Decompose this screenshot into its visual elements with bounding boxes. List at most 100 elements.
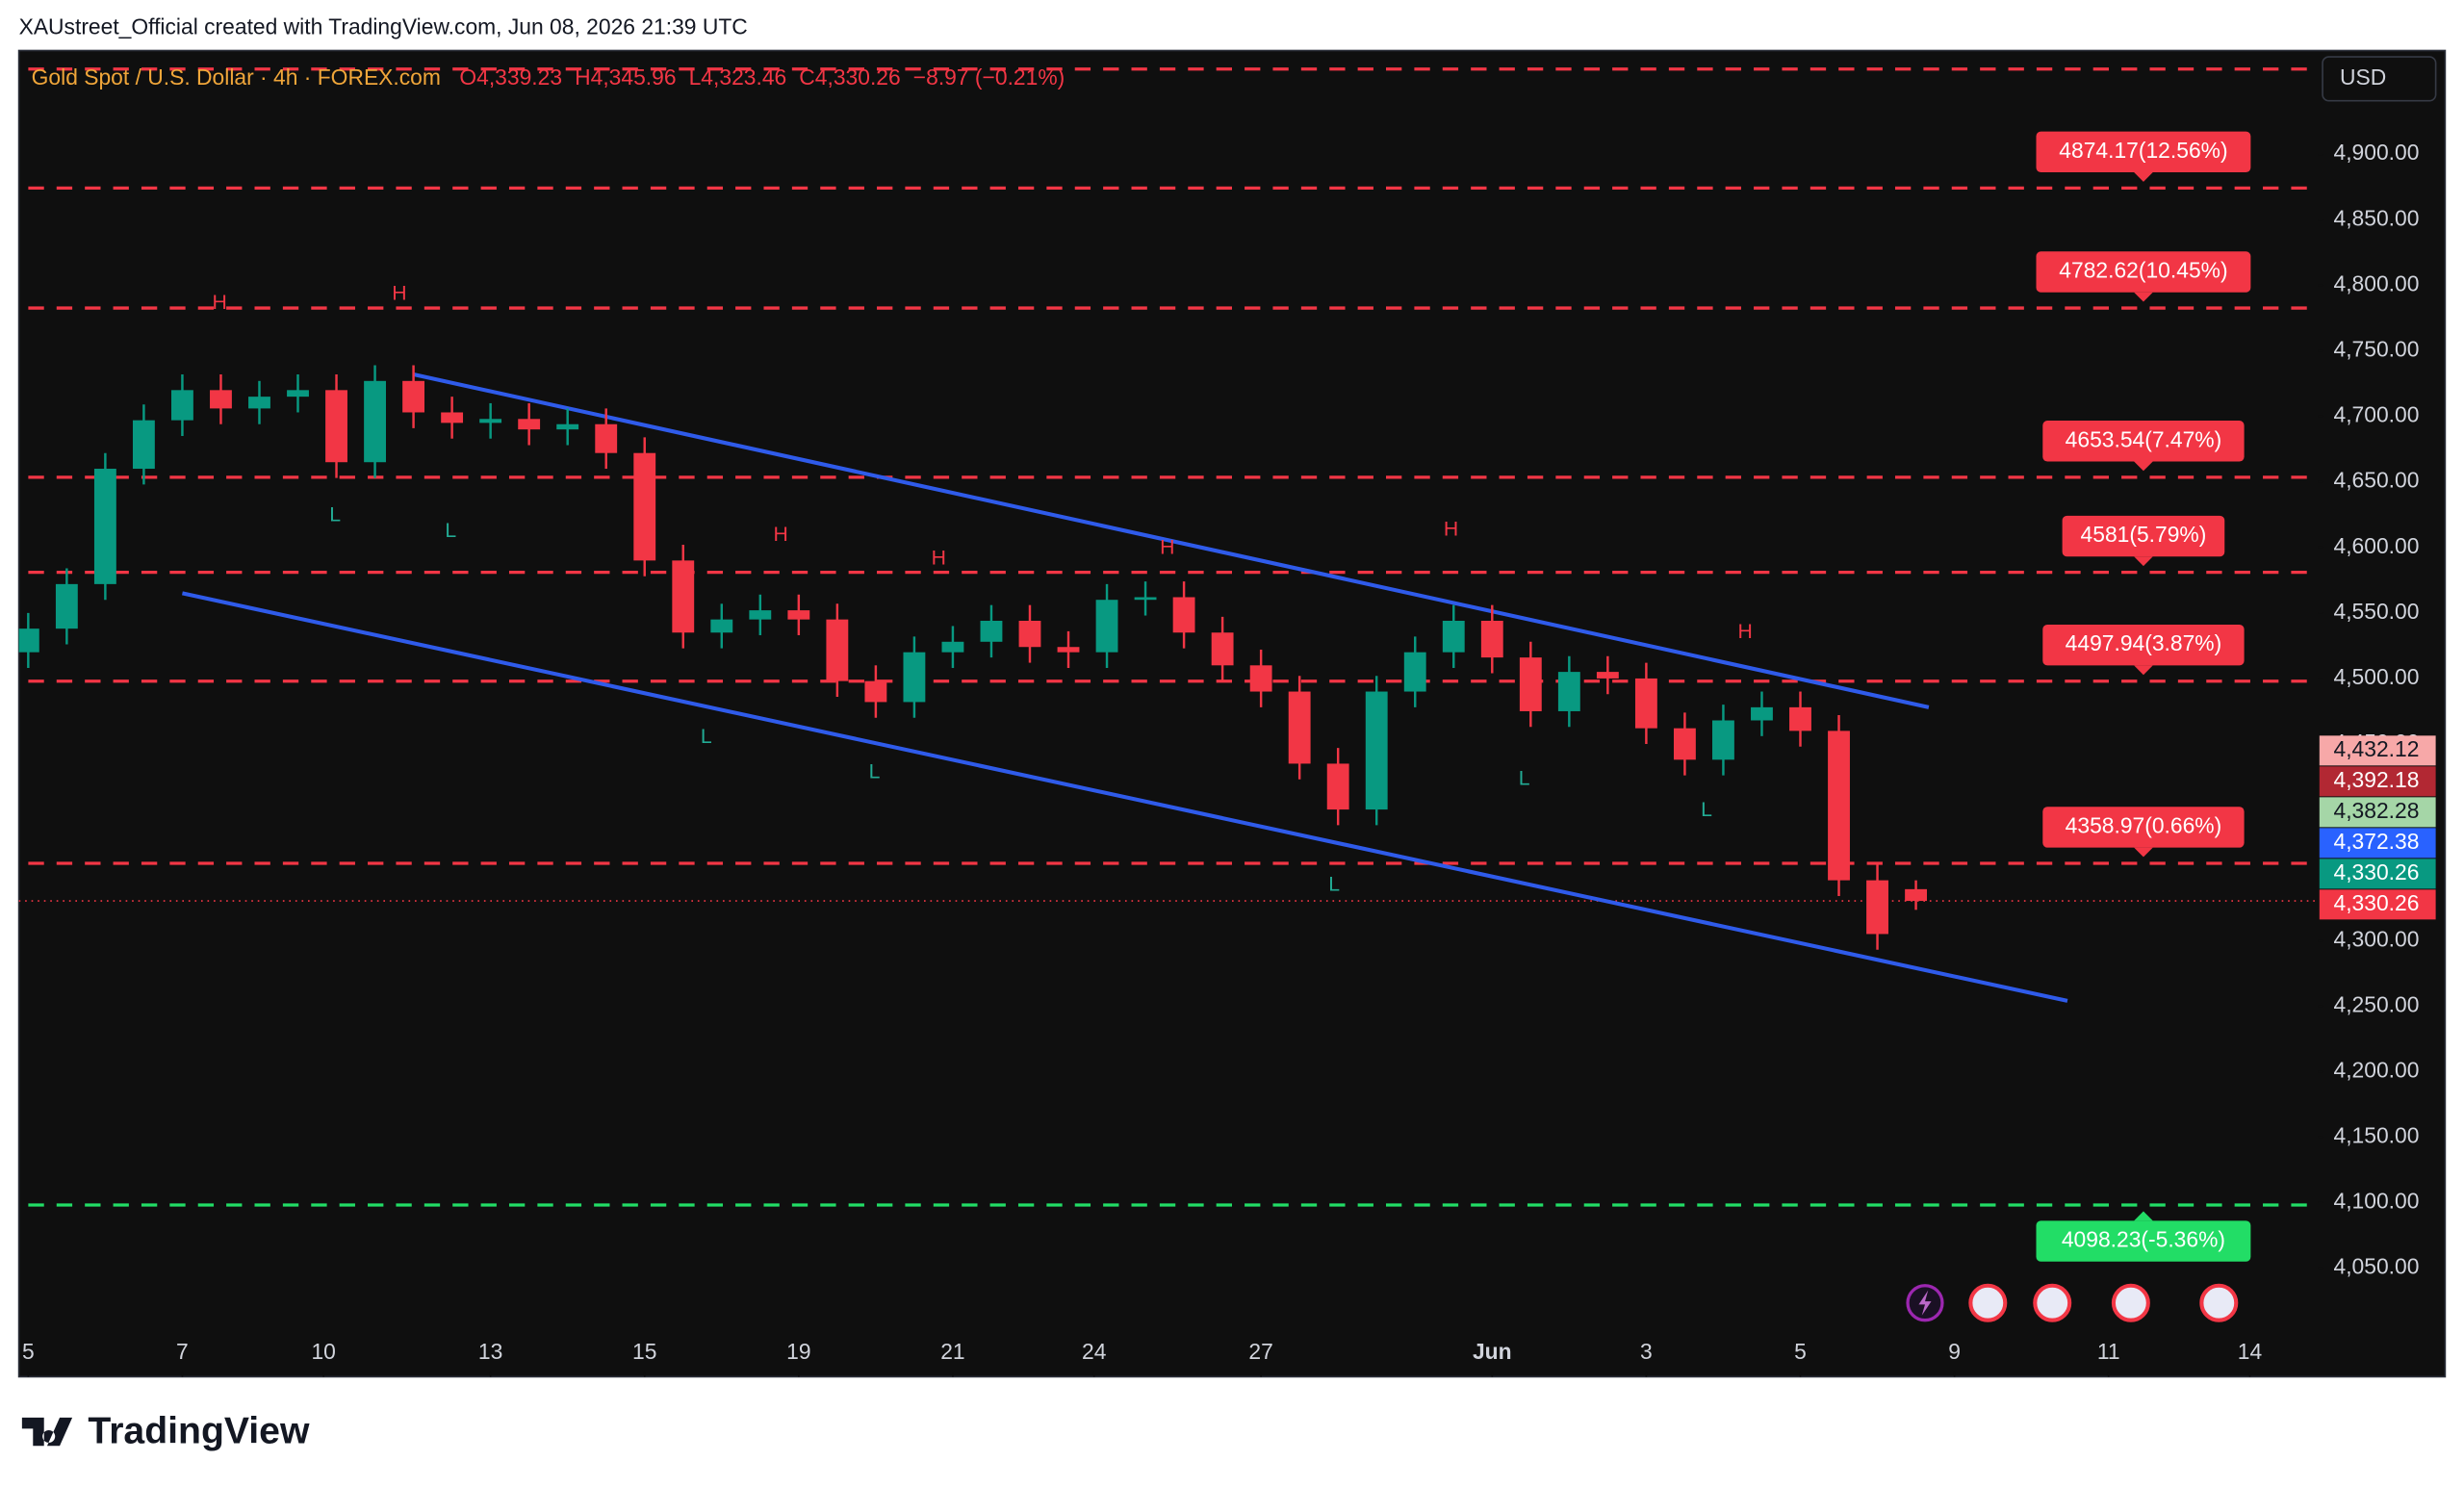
ohlc-key: C xyxy=(799,64,815,90)
pivot-label: H xyxy=(1737,621,1752,643)
level-tag-pointer xyxy=(2134,172,2153,182)
x-tick-label: 15 xyxy=(632,1339,656,1364)
trendline xyxy=(182,591,2068,1003)
candle-body xyxy=(1789,706,1811,731)
symbol-legend: Gold Spot / U.S. Dollar · 4h · FOREX.com… xyxy=(32,64,1065,90)
candle-body xyxy=(1905,888,1927,902)
candle-body xyxy=(941,641,964,653)
candle-body xyxy=(402,380,425,413)
candle-body xyxy=(1596,672,1619,679)
credit: XAUstreet_Official created with TradingV… xyxy=(19,14,748,39)
event-icon[interactable] xyxy=(1968,1283,2008,1322)
level-tag-pointer xyxy=(2134,847,2153,858)
pivot-label: L xyxy=(1701,799,1712,821)
candle-body xyxy=(18,628,39,653)
candle-body xyxy=(171,390,193,421)
level-tag-label: 4098.23(-5.36%) xyxy=(2062,1227,2225,1252)
ohlc-value: 4,330.26 xyxy=(815,64,901,90)
candle-body xyxy=(287,390,309,397)
candle-body xyxy=(1326,763,1349,810)
ohlc-value: 4,323.46 xyxy=(701,64,786,90)
level-tag xyxy=(2062,515,2225,557)
currency-button[interactable] xyxy=(2322,56,2437,102)
level-tag xyxy=(2036,1220,2251,1262)
candle-body xyxy=(1365,691,1388,810)
x-tick-label: 27 xyxy=(1248,1339,1272,1364)
y-tick-label: 4,600.00 xyxy=(2333,533,2419,558)
event-icon[interactable] xyxy=(2033,1283,2072,1322)
pivot-label: H xyxy=(773,524,787,546)
x-tick-label: 24 xyxy=(1082,1339,1107,1364)
chart-panel xyxy=(17,49,2447,1378)
pivot-label: H xyxy=(392,283,406,305)
candle-body xyxy=(556,423,579,430)
pivot-label: L xyxy=(1328,874,1340,896)
pivot-label: H xyxy=(1160,537,1174,559)
logo-mark xyxy=(21,1417,73,1447)
candle-body xyxy=(1288,691,1311,764)
pivot-label: L xyxy=(869,761,881,783)
event-icon[interactable] xyxy=(2199,1283,2239,1322)
ohlc-key: L xyxy=(689,64,702,90)
candle-body xyxy=(1480,620,1503,658)
candle-body xyxy=(1712,720,1734,760)
y-tick-label: 4,700.00 xyxy=(2333,402,2419,427)
candle-body xyxy=(441,412,464,423)
candle-body xyxy=(787,610,810,620)
currency[interactable]: USD xyxy=(2340,64,2386,90)
candle-body xyxy=(903,652,926,703)
level-tag-label: 4782.62(10.45%) xyxy=(2059,258,2227,283)
price-tag-label: 4,382.28 xyxy=(2333,798,2419,823)
level-tag-label: 4653.54(7.47%) xyxy=(2066,426,2222,451)
candle-body xyxy=(248,397,270,409)
x-tick-label: 14 xyxy=(2238,1339,2263,1364)
level-tag xyxy=(2042,807,2245,848)
price-tag xyxy=(2319,735,2436,766)
pivot-label: L xyxy=(445,520,456,542)
y-tick-label: 4,800.00 xyxy=(2333,270,2419,295)
candle-body xyxy=(1673,728,1696,760)
logo-text: TradingView xyxy=(88,1411,310,1452)
level-tag-label: 4874.17(12.56%) xyxy=(2059,138,2227,163)
plot-area: H H H H H H H L L L L L L L xyxy=(18,67,2319,1207)
event-icon[interactable] xyxy=(2111,1283,2150,1322)
price-tag xyxy=(2319,889,2436,920)
candle-body xyxy=(1134,597,1157,601)
x-tick-label: 3 xyxy=(1640,1339,1653,1364)
y-tick-label: 4,200.00 xyxy=(2333,1057,2419,1082)
x-tick-label: Jun xyxy=(1473,1339,1512,1364)
event-icon-glyph xyxy=(1918,1290,1932,1316)
level-tag-label: 4497.94(3.87%) xyxy=(2066,630,2222,655)
level-tag-pointer xyxy=(2134,556,2153,567)
economic-events xyxy=(1968,1283,2239,1322)
pivot-label: L xyxy=(701,726,712,748)
candle-body xyxy=(1442,620,1465,653)
level-tag-label: 4581(5.79%) xyxy=(2081,522,2207,547)
price-tag xyxy=(2319,859,2436,889)
x-tick-label: 10 xyxy=(311,1339,335,1364)
candle-body xyxy=(749,610,772,620)
y-tick-label: 4,150.00 xyxy=(2333,1123,2419,1148)
candle-body xyxy=(210,390,232,409)
change: −8.97 (−0.21%) xyxy=(913,64,1065,90)
level-tag-pointer xyxy=(2134,292,2153,302)
y-tick-label: 4,100.00 xyxy=(2333,1189,2419,1214)
y-tick-label: 4,300.00 xyxy=(2333,926,2419,951)
level-tag-pointer xyxy=(2134,461,2153,472)
pivot-label: H xyxy=(1444,519,1458,541)
y-tick-label: 4,550.00 xyxy=(2333,599,2419,624)
candle-body xyxy=(672,560,695,633)
level-tag xyxy=(2036,131,2251,173)
pivot-label: H xyxy=(932,548,946,570)
candle-body xyxy=(595,423,618,453)
candle-body xyxy=(1519,657,1542,711)
y-tick-label: 4,650.00 xyxy=(2333,468,2419,493)
y-tick-label: 4,250.00 xyxy=(2333,991,2419,1016)
pivot-label: H xyxy=(212,292,226,314)
level-tag xyxy=(2042,624,2245,666)
x-tick-label: 5 xyxy=(22,1339,35,1364)
price-tag xyxy=(2319,797,2436,828)
candle-body xyxy=(1249,665,1272,692)
price-tag xyxy=(2319,828,2436,859)
candle-body xyxy=(1866,880,1888,935)
